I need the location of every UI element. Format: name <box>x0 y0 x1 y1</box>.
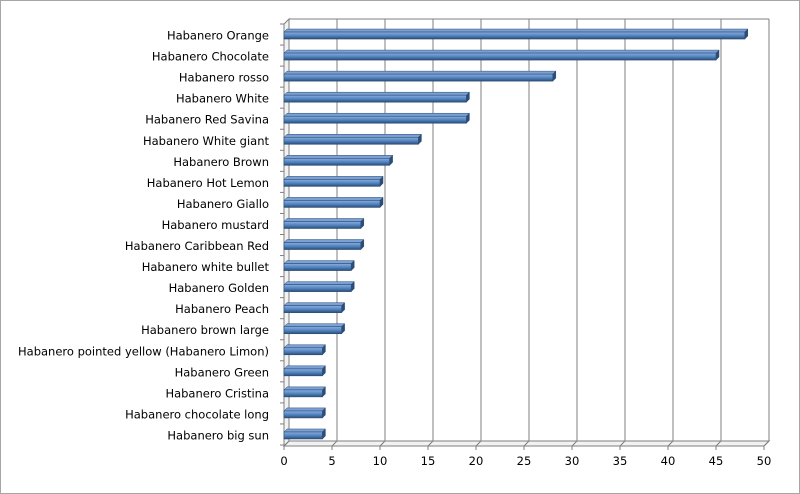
bar-top-8 <box>283 197 384 201</box>
x-tick-label-25: 25 <box>517 454 532 468</box>
category-label-6: Habanero Brown <box>173 155 269 169</box>
gridline-floor-25 <box>523 440 530 447</box>
category-label-12: Habanero Golden <box>169 281 269 295</box>
bar-12 <box>283 284 352 292</box>
x-tick-label-20: 20 <box>469 454 484 468</box>
bar-5 <box>283 136 419 145</box>
x-tick-label-15: 15 <box>421 454 436 468</box>
bar-16 <box>283 368 323 377</box>
category-label-9: Habanero mustard <box>162 218 269 232</box>
bar-6 <box>283 158 390 166</box>
bar-3 <box>283 94 467 103</box>
bar-10 <box>283 242 362 250</box>
bar-13 <box>283 305 342 313</box>
bar-top-14 <box>283 323 346 327</box>
category-label-13: Habanero Peach <box>175 302 269 316</box>
bar-top-13 <box>283 302 346 306</box>
bar-4 <box>283 115 467 124</box>
x-tick-label-30: 30 <box>565 454 580 468</box>
category-label-1: Habanero Chocolate <box>152 50 269 64</box>
category-label-11: Habanero white bullet <box>142 260 270 274</box>
gridline-floor-35 <box>619 440 626 447</box>
bar-top-6 <box>283 155 394 159</box>
x-tick-label-35: 35 <box>613 454 628 468</box>
gridline-floor-50 <box>763 440 770 447</box>
bar-top-17 <box>283 386 327 391</box>
category-label-2: Habanero rosso <box>179 71 269 85</box>
gridline-floor-15 <box>427 440 434 447</box>
bar-19 <box>283 431 323 440</box>
category-label-0: Habanero Orange <box>167 29 269 43</box>
bar-9 <box>283 221 362 229</box>
bar-top-2 <box>283 70 557 75</box>
gridline-floor-10 <box>379 440 386 447</box>
category-label-17: Habanero Cristina <box>165 386 269 400</box>
category-label-5: Habanero White giant <box>143 134 269 148</box>
bar-top-18 <box>283 407 327 412</box>
bar-11 <box>283 263 352 271</box>
bar-1 <box>283 52 717 61</box>
grid-layer <box>280 17 771 450</box>
category-label-4: Habanero Red Savina <box>145 113 269 127</box>
label-layer: 0 5 10 15 20 25 30 35 40 45 50 Habanero Orange Haban… <box>18 29 771 468</box>
category-label-19: Habanero big sun <box>167 428 269 442</box>
bar-top-1 <box>283 49 720 54</box>
x-tick-label-0: 0 <box>280 454 287 468</box>
category-label-10: Habanero Caribbean Red <box>125 239 269 253</box>
bar-18 <box>283 410 323 419</box>
gridline-floor-20 <box>475 440 482 447</box>
bar-top-16 <box>283 365 327 370</box>
x-tick-label-40: 40 <box>661 454 676 468</box>
bar-top-12 <box>283 281 355 285</box>
category-label-14: Habanero brown large <box>141 323 269 337</box>
gridline-floor-30 <box>571 440 578 447</box>
bar-7 <box>283 179 381 187</box>
bar-top-7 <box>283 176 384 180</box>
bar-top-9 <box>283 218 365 222</box>
x-tick-label-50: 50 <box>757 454 772 468</box>
bar-2 <box>283 73 554 82</box>
bar-top-19 <box>283 428 327 433</box>
gridline-floor-45 <box>715 440 722 447</box>
bar-top-11 <box>283 260 355 264</box>
bar-top-4 <box>283 112 471 117</box>
category-label-8: Habanero Giallo <box>177 197 269 211</box>
bar-15 <box>283 347 323 356</box>
gridline-floor-0 <box>283 440 290 447</box>
category-label-3: Habanero White <box>176 92 269 106</box>
bar-0 <box>283 31 746 40</box>
bar-17 <box>283 389 323 398</box>
bar-top-5 <box>283 134 423 138</box>
bar-14 <box>283 326 342 335</box>
gridline-floor-5 <box>331 440 338 447</box>
plot-left-wall <box>283 17 290 448</box>
bar-top-0 <box>283 28 749 33</box>
bar-layer <box>283 28 749 440</box>
bar-top-10 <box>283 239 365 243</box>
category-label-15: Habanero pointed yellow (Habanero Limon) <box>18 344 269 358</box>
x-tick-label-10: 10 <box>373 454 388 468</box>
category-label-18: Habanero chocolate long <box>125 407 269 421</box>
bar-top-15 <box>283 344 327 349</box>
bar-top-3 <box>283 91 471 96</box>
x-tick-label-5: 5 <box>328 454 335 468</box>
gridline-floor-40 <box>667 440 674 447</box>
x-tick-label-45: 45 <box>709 454 724 468</box>
category-label-16: Habanero Green <box>175 365 269 379</box>
category-label-7: Habanero Hot Lemon <box>147 176 269 190</box>
bar-8 <box>283 200 381 208</box>
